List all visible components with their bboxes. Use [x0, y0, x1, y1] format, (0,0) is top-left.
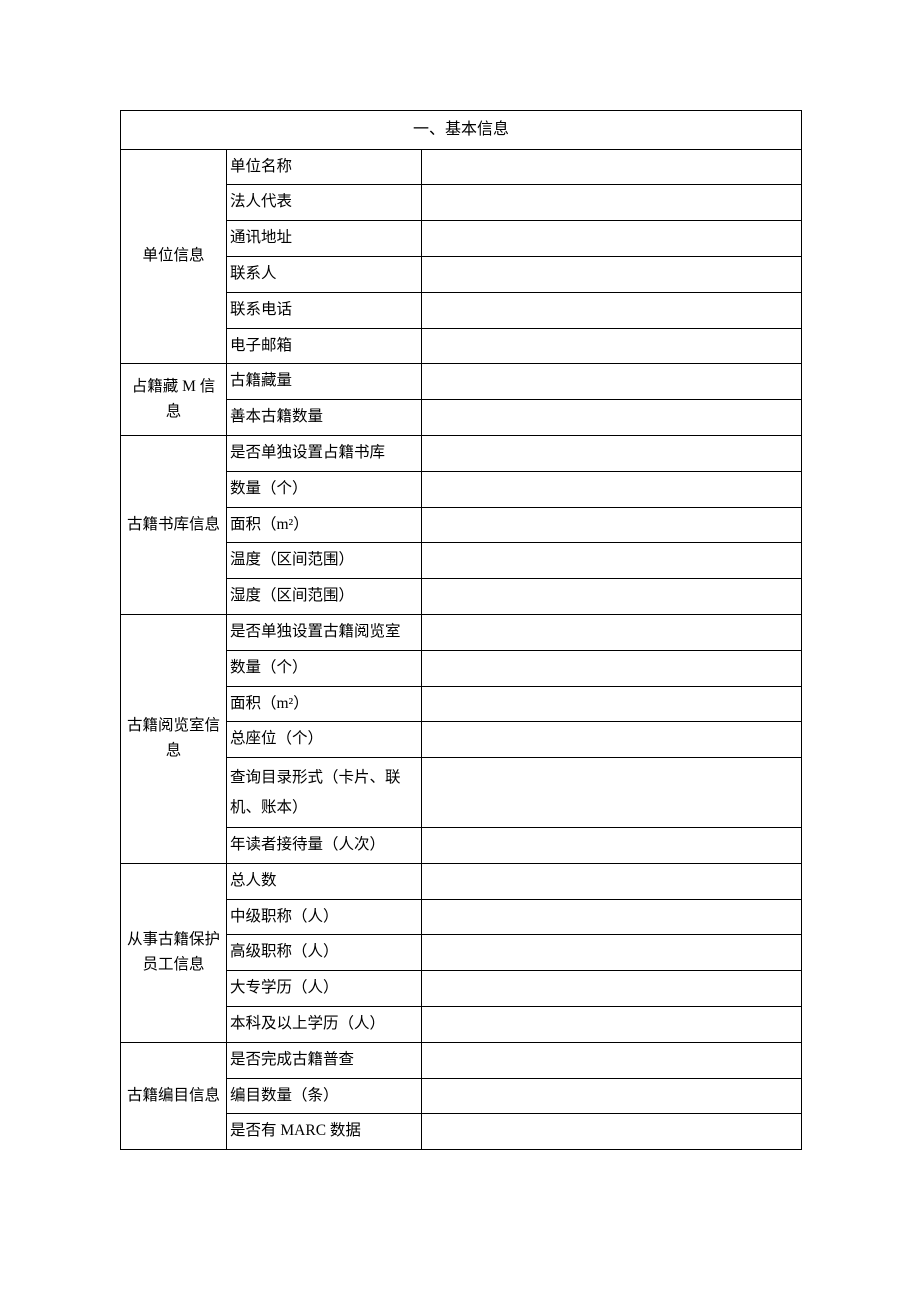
basic-info-table: 一、基本信息单位信息单位名称法人代表通讯地址联系人联系电话电子邮箱占籍藏 M 信…: [120, 110, 802, 1150]
field-label: 查询目录形式（卡片、联机、账本）: [227, 758, 422, 828]
field-value: [422, 1078, 802, 1114]
field-label: 面积（m²）: [227, 507, 422, 543]
section-label: 古籍书库信息: [121, 435, 227, 614]
table-row: 占籍藏 M 信息古籍藏量: [121, 364, 802, 400]
field-value: [422, 758, 802, 828]
section-label: 单位信息: [121, 149, 227, 364]
section-label: 古籍阅览室信息: [121, 614, 227, 863]
field-label: 总座位（个）: [227, 722, 422, 758]
field-label: 大专学历（人）: [227, 971, 422, 1007]
section-label: 从事古籍保护员工信息: [121, 863, 227, 1042]
section-label: 占籍藏 M 信息: [121, 364, 227, 436]
field-value: [422, 543, 802, 579]
field-value: [422, 149, 802, 185]
field-value: [422, 1114, 802, 1150]
field-label: 湿度（区间范围）: [227, 579, 422, 615]
field-value: [422, 221, 802, 257]
field-value: [422, 471, 802, 507]
field-value: [422, 256, 802, 292]
table-row: 单位信息单位名称: [121, 149, 802, 185]
field-label: 是否单独设置占籍书库: [227, 435, 422, 471]
field-label: 通讯地址: [227, 221, 422, 257]
field-value: [422, 614, 802, 650]
table-row: 古籍阅览室信息是否单独设置古籍阅览室: [121, 614, 802, 650]
field-value: [422, 650, 802, 686]
field-label: 总人数: [227, 863, 422, 899]
field-label: 面积（m²）: [227, 686, 422, 722]
field-label: 是否单独设置古籍阅览室: [227, 614, 422, 650]
field-value: [422, 364, 802, 400]
field-label: 单位名称: [227, 149, 422, 185]
field-value: [422, 686, 802, 722]
field-label: 高级职称（人）: [227, 935, 422, 971]
field-label: 温度（区间范围）: [227, 543, 422, 579]
field-value: [422, 328, 802, 364]
field-value: [422, 899, 802, 935]
field-label: 数量（个）: [227, 471, 422, 507]
table-title: 一、基本信息: [121, 111, 802, 150]
section-label: 古籍编目信息: [121, 1042, 227, 1149]
field-value: [422, 507, 802, 543]
field-label: 是否完成古籍普查: [227, 1042, 422, 1078]
field-value: [422, 292, 802, 328]
field-value: [422, 400, 802, 436]
table-header-row: 一、基本信息: [121, 111, 802, 150]
field-value: [422, 935, 802, 971]
field-label: 善本古籍数量: [227, 400, 422, 436]
field-label: 本科及以上学历（人）: [227, 1007, 422, 1043]
field-value: [422, 185, 802, 221]
field-label: 数量（个）: [227, 650, 422, 686]
field-label: 年读者接待量（人次）: [227, 828, 422, 864]
table-row: 古籍书库信息是否单独设置占籍书库: [121, 435, 802, 471]
table-body: 一、基本信息单位信息单位名称法人代表通讯地址联系人联系电话电子邮箱占籍藏 M 信…: [121, 111, 802, 1150]
field-value: [422, 1042, 802, 1078]
table-row: 从事古籍保护员工信息总人数: [121, 863, 802, 899]
field-value: [422, 1007, 802, 1043]
field-value: [422, 828, 802, 864]
field-value: [422, 722, 802, 758]
field-value: [422, 971, 802, 1007]
field-value: [422, 435, 802, 471]
field-label: 中级职称（人）: [227, 899, 422, 935]
field-label: 是否有 MARC 数据: [227, 1114, 422, 1150]
table-row: 古籍编目信息是否完成古籍普查: [121, 1042, 802, 1078]
field-label: 古籍藏量: [227, 364, 422, 400]
field-value: [422, 863, 802, 899]
field-label: 编目数量（条）: [227, 1078, 422, 1114]
field-label: 联系人: [227, 256, 422, 292]
field-label: 电子邮箱: [227, 328, 422, 364]
field-label: 法人代表: [227, 185, 422, 221]
field-label: 联系电话: [227, 292, 422, 328]
field-value: [422, 579, 802, 615]
